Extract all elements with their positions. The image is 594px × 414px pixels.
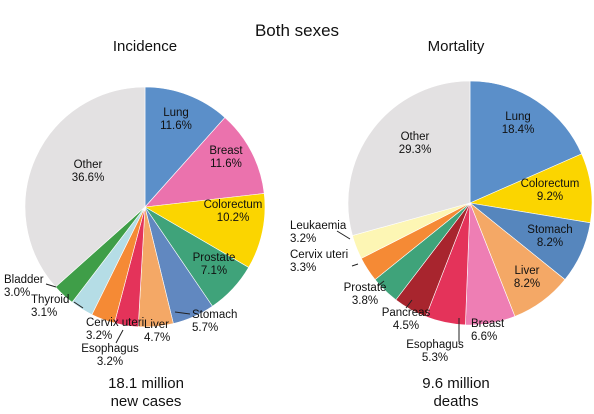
incidence-value-lung: 11.6% — [160, 120, 192, 132]
mortality-leader-leukaemia — [336, 230, 351, 240]
mortality-label-breast: Breast — [471, 318, 505, 330]
incidence-label-bladder: Bladder — [4, 274, 44, 286]
mortality-label-liver: Liver — [515, 265, 540, 277]
incidence-title: Incidence — [113, 38, 177, 55]
mortality-label-prostate: Prostate — [344, 282, 387, 294]
incidence-leader-esophagus — [115, 329, 124, 344]
incidence-label-prostate: Prostate — [193, 252, 236, 264]
incidence-label-esophagus: Esophagus — [81, 343, 139, 355]
incidence-leader-bladder — [45, 283, 57, 288]
mortality-value-cervix-uteri: 3.3% — [290, 262, 316, 274]
mortality-value-esophagus: 5.3% — [422, 352, 448, 364]
incidence-value-bladder: 3.0% — [4, 287, 30, 299]
incidence-label-lung: Lung — [163, 107, 189, 119]
mortality-leader-prostate — [377, 280, 385, 287]
mortality-title: Mortality — [428, 38, 485, 55]
incidence-label-breast: Breast — [209, 145, 243, 157]
mortality-label-other: Other — [401, 131, 430, 143]
incidence-value-breast: 11.6% — [210, 158, 242, 170]
mortality-label-esophagus: Esophagus — [406, 339, 464, 351]
mortality-caption-line2: deaths — [433, 393, 478, 410]
mortality-label-colorectum: Colorectum — [521, 178, 580, 190]
mortality-leader-pancreas — [405, 299, 413, 309]
mortality-value-lung: 18.4% — [502, 124, 535, 136]
mortality-value-liver: 8.2% — [514, 278, 540, 290]
incidence-value-prostate: 7.1% — [201, 265, 227, 277]
incidence-label-colorectum: Colorectum — [204, 199, 263, 211]
incidence-slice-lung — [144, 86, 226, 208]
mortality-pie: Lung18.4%Colorectum9.2%Stomach8.2%Liver8… — [290, 80, 593, 364]
mortality-value-leukaemia: 3.2% — [290, 233, 316, 245]
mortality-value-prostate: 3.8% — [352, 295, 378, 307]
incidence-caption-line1: 18.1 million — [108, 375, 184, 392]
mortality-label-stomach: Stomach — [527, 224, 572, 236]
mortality-value-pancreas: 4.5% — [393, 320, 419, 332]
mortality-value-colorectum: 9.2% — [537, 191, 563, 203]
incidence-slice-breast — [144, 117, 265, 208]
incidence-value-thyroid: 3.1% — [31, 307, 57, 319]
mortality-label-cervix-uteri: Cervix uteri — [290, 249, 348, 261]
incidence-label-cervix-uteri: Cervix uteri — [86, 317, 144, 329]
figure-title: Both sexes — [255, 21, 339, 40]
incidence-value-cervix-uteri: 3.2% — [86, 330, 112, 342]
incidence-caption-line2: new cases — [111, 393, 182, 410]
incidence-value-esophagus: 3.2% — [97, 356, 123, 368]
incidence-leader-stomach — [174, 311, 191, 315]
incidence-label-stomach: Stomach — [192, 309, 237, 321]
mortality-slice-other — [347, 80, 471, 236]
mortality-label-leukaemia: Leukaemia — [290, 220, 347, 232]
mortality-caption-line1: 9.6 million — [422, 375, 490, 392]
mortality-label-lung: Lung — [505, 111, 531, 123]
mortality-value-stomach: 8.2% — [537, 237, 563, 249]
incidence-pie: Lung11.6%Breast11.6%Colorectum10.2%Prost… — [4, 86, 266, 368]
incidence-label-liver: Liver — [144, 319, 169, 331]
incidence-leader-thyroid — [73, 301, 84, 309]
mortality-leader-cervix-uteri — [351, 263, 359, 267]
mortality-label-pancreas: Pancreas — [382, 307, 431, 319]
incidence-value-colorectum: 10.2% — [217, 212, 250, 224]
incidence-value-stomach: 5.7% — [192, 322, 218, 334]
mortality-value-breast: 6.6% — [471, 331, 497, 343]
mortality-slice-lung — [469, 80, 583, 204]
incidence-label-other: Other — [74, 159, 103, 171]
mortality-value-other: 29.3% — [399, 144, 432, 156]
incidence-value-other: 36.6% — [72, 172, 105, 184]
incidence-value-liver: 4.7% — [144, 332, 170, 344]
incidence-slice-other — [24, 86, 146, 288]
incidence-slice-colorectum — [144, 193, 266, 268]
incidence-label-thyroid: Thyroid — [31, 294, 69, 306]
